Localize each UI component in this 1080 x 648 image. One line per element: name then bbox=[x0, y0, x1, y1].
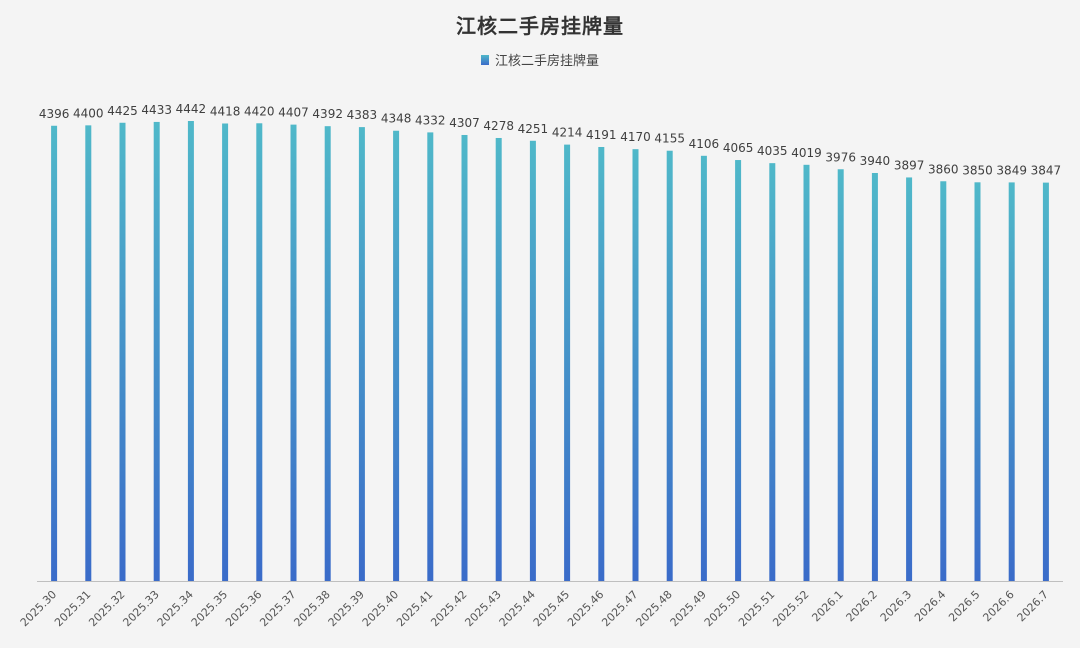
x-tick-label: 2025.47 bbox=[599, 588, 640, 629]
bar bbox=[871, 172, 878, 582]
x-tick-label: 2025.52 bbox=[770, 588, 811, 629]
data-label: 4307 bbox=[449, 116, 480, 130]
bar bbox=[974, 182, 981, 581]
data-label: 4396 bbox=[39, 107, 70, 121]
bar bbox=[906, 177, 913, 581]
x-tick-label: 2026.6 bbox=[980, 588, 1016, 624]
bar bbox=[427, 132, 434, 581]
x-tick-label: 2026.1 bbox=[809, 588, 845, 624]
x-tick-label: 2025.31 bbox=[52, 588, 93, 629]
bar bbox=[769, 163, 776, 581]
x-tick-label: 2025.33 bbox=[120, 588, 161, 629]
x-tick-label: 2025.46 bbox=[565, 588, 606, 629]
data-label: 3850 bbox=[962, 163, 993, 177]
data-label: 4214 bbox=[552, 126, 583, 140]
x-tick-label: 2025.39 bbox=[326, 588, 367, 629]
bar bbox=[393, 130, 400, 582]
x-tick-label: 2026.7 bbox=[1015, 588, 1051, 624]
bar bbox=[85, 125, 92, 581]
bar bbox=[666, 150, 673, 581]
data-label: 4155 bbox=[654, 132, 685, 146]
data-label: 3976 bbox=[825, 150, 856, 164]
x-tick-label: 2025.32 bbox=[86, 588, 127, 629]
bar bbox=[222, 123, 229, 582]
x-tick-label: 2025.49 bbox=[668, 588, 709, 629]
bar bbox=[461, 134, 468, 582]
data-label: 3860 bbox=[928, 162, 959, 176]
data-label: 4191 bbox=[586, 128, 617, 142]
bar bbox=[529, 140, 536, 581]
bar bbox=[940, 181, 947, 581]
data-label: 3847 bbox=[1031, 164, 1062, 178]
data-label: 3897 bbox=[894, 158, 925, 172]
data-label: 4420 bbox=[244, 104, 275, 118]
x-tick-label: 2025.30 bbox=[18, 588, 59, 629]
x-tick-label: 2025.34 bbox=[155, 588, 196, 629]
x-tick-label: 2025.40 bbox=[360, 588, 401, 629]
bar bbox=[632, 149, 639, 582]
data-label: 4425 bbox=[107, 104, 138, 118]
data-label: 4400 bbox=[73, 106, 104, 120]
x-tick-label: 2025.45 bbox=[531, 588, 572, 629]
bar bbox=[51, 125, 58, 581]
bar bbox=[1042, 182, 1049, 581]
legend: 江核二手房挂牌量 bbox=[0, 50, 1080, 69]
data-label: 3849 bbox=[996, 163, 1027, 177]
bar bbox=[324, 126, 331, 582]
data-label: 4442 bbox=[176, 102, 207, 116]
x-tick-label: 2025.48 bbox=[633, 588, 674, 629]
x-tick-label: 2025.51 bbox=[736, 588, 777, 629]
data-label: 4383 bbox=[347, 108, 378, 122]
bar bbox=[187, 121, 194, 581]
x-tick-label: 2025.38 bbox=[291, 588, 332, 629]
x-tick-label: 2025.36 bbox=[223, 588, 264, 629]
data-label: 4418 bbox=[210, 104, 241, 118]
x-tick-label: 2025.41 bbox=[394, 588, 435, 629]
bar bbox=[700, 155, 707, 582]
data-label: 4392 bbox=[312, 107, 343, 121]
x-tick-label: 2025.42 bbox=[428, 588, 469, 629]
data-label: 4170 bbox=[620, 130, 651, 144]
bar bbox=[735, 160, 742, 582]
x-tick-label: 2025.37 bbox=[257, 588, 298, 629]
data-label: 4332 bbox=[415, 113, 446, 127]
x-tick-label: 2026.5 bbox=[946, 588, 982, 624]
x-tick-label: 2025.50 bbox=[702, 588, 743, 629]
data-label: 4251 bbox=[518, 122, 549, 136]
bar bbox=[803, 164, 810, 582]
bar bbox=[598, 146, 605, 582]
data-label: 4433 bbox=[141, 103, 172, 117]
data-label: 4065 bbox=[723, 141, 754, 155]
data-label: 4348 bbox=[381, 112, 412, 126]
bar bbox=[1008, 182, 1015, 581]
bar bbox=[119, 122, 126, 581]
x-tick-label: 2025.35 bbox=[189, 588, 230, 629]
legend-label: 江核二手房挂牌量 bbox=[494, 54, 599, 69]
legend-swatch bbox=[480, 54, 489, 65]
bar bbox=[564, 144, 571, 582]
chart-title: 江核二手房挂牌量 bbox=[456, 14, 624, 38]
x-tick-label: 2026.4 bbox=[912, 588, 948, 624]
bar bbox=[837, 169, 844, 581]
data-label: 4106 bbox=[689, 137, 720, 151]
x-tick-label: 2026.3 bbox=[878, 588, 914, 624]
x-tick-label: 2025.43 bbox=[462, 588, 503, 629]
bar bbox=[153, 121, 160, 582]
x-tick-label: 2025.44 bbox=[497, 588, 538, 629]
data-label: 3940 bbox=[860, 154, 891, 168]
bar bbox=[290, 124, 297, 582]
data-label: 4035 bbox=[757, 144, 788, 158]
x-tick-label: 2026.2 bbox=[844, 588, 880, 624]
data-label: 4019 bbox=[791, 146, 822, 160]
data-label: 4278 bbox=[483, 119, 514, 133]
bar bbox=[256, 123, 263, 581]
data-label: 4407 bbox=[278, 106, 309, 120]
bar bbox=[495, 137, 502, 582]
bar bbox=[358, 127, 365, 582]
